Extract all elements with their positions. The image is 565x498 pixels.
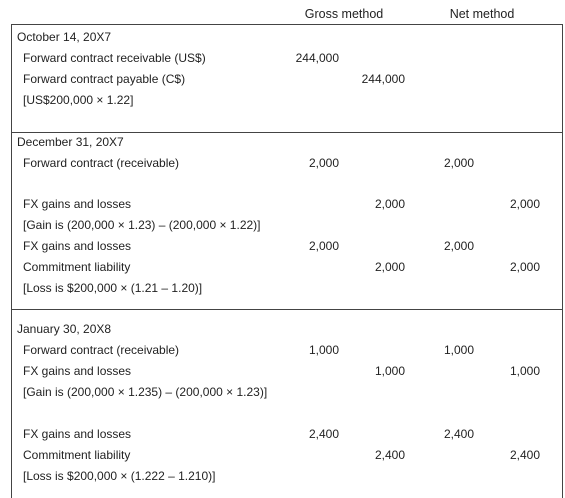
entry-account: FX gains and losses [23,364,132,378]
section-divider [11,132,563,133]
table-right-border [562,24,563,498]
entry-date: October 14, 20X7 [17,30,112,44]
entry-date: December 31, 20X7 [17,135,124,149]
entry-account: FX gains and losses [23,427,132,441]
gross-debit-amount: 2,000 [308,239,339,253]
net-credit-amount: 1,000 [509,364,540,378]
entry-account: Commitment liability [23,448,131,462]
net-credit-amount: 2,000 [509,197,540,211]
gross-debit-amount: 1,000 [308,343,339,357]
entry-calculation-note: [Gain is (200,000 × 1.23) – (200,000 × 1… [23,218,261,232]
table-top-border [11,24,563,25]
gross-debit-amount: 2,400 [308,427,339,441]
gross-credit-amount: 2,400 [374,448,405,462]
entry-account: Forward contract payable (C$) [23,72,186,86]
gross-debit-amount: 244,000 [295,51,339,65]
net-credit-amount: 2,000 [509,260,540,274]
net-debit-amount: 2,000 [443,239,474,253]
entry-account: FX gains and losses [23,239,132,253]
entry-account: Forward contract (receivable) [23,156,180,170]
table-left-border [11,24,12,498]
entry-calculation-note: [Loss is $200,000 × (1.21 – 1.20)] [23,281,203,295]
gross-credit-amount: 1,000 [374,364,405,378]
entry-account: Commitment liability [23,260,131,274]
gross-debit-amount: 2,000 [308,156,339,170]
entry-calculation-note: [Loss is $200,000 × (1.222 – 1.210)] [23,469,216,483]
entry-date: January 30, 20X8 [17,322,112,336]
net-debit-amount: 1,000 [443,343,474,357]
entry-account: Forward contract (receivable) [23,343,180,357]
entry-calculation-note: [US$200,000 × 1.22] [23,93,134,107]
gross-credit-amount: 2,000 [374,260,405,274]
net-debit-amount: 2,400 [443,427,474,441]
section-divider [11,309,563,310]
net-method-header: Net method [419,7,545,25]
gross-method-header: Gross method [287,7,401,25]
entry-account: FX gains and losses [23,197,132,211]
entry-account: Forward contract receivable (US$) [23,51,206,65]
entry-calculation-note: [Gain is (200,000 × 1.235) – (200,000 × … [23,385,268,399]
net-debit-amount: 2,000 [443,156,474,170]
gross-credit-amount: 2,000 [374,197,405,211]
gross-credit-amount: 244,000 [361,72,405,86]
net-credit-amount: 2,400 [509,448,540,462]
